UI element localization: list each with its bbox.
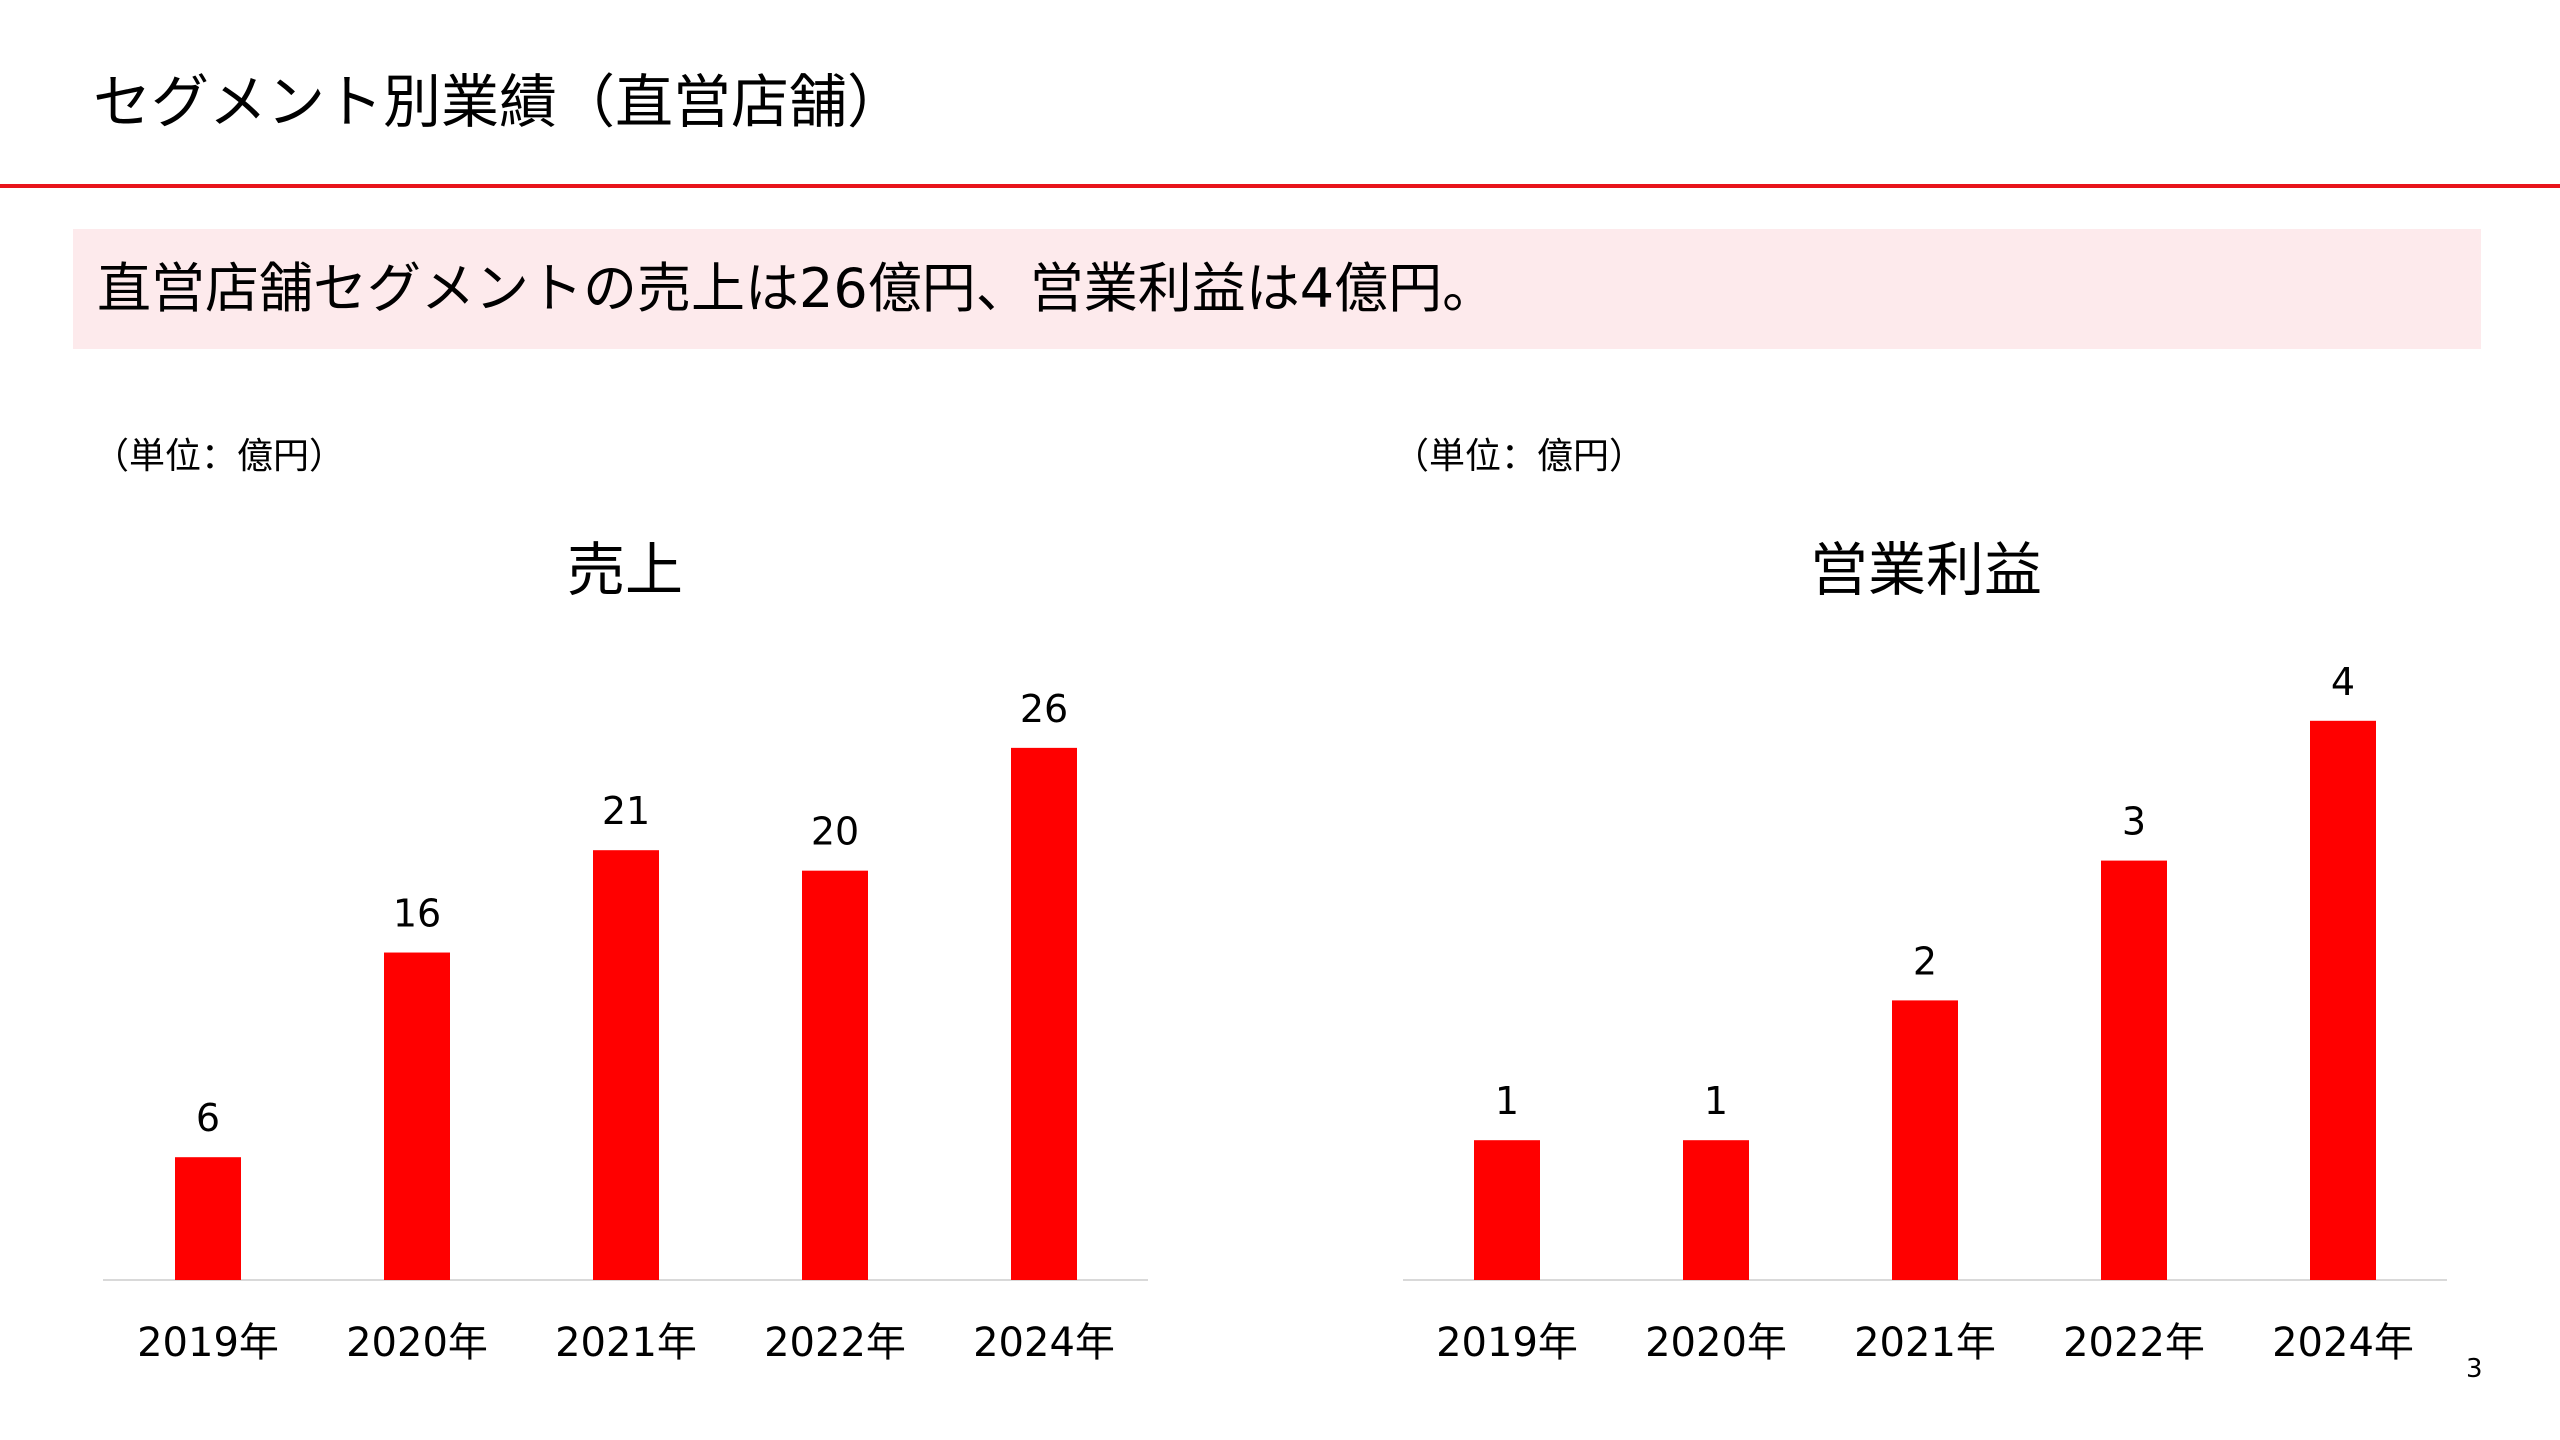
title-divider — [0, 184, 2560, 188]
profit-data-label-1: 1 — [1495, 1079, 1519, 1123]
profit-unit-label: （単位：億円） — [1393, 436, 1646, 477]
sales-chart-title: 売上 — [567, 536, 683, 604]
profit-bar-4 — [2101, 860, 2167, 1280]
sales-tick-label-4: 2022年 — [764, 1320, 906, 1366]
sales-data-label-3: 21 — [602, 789, 650, 833]
page-number: 3 — [2466, 1354, 2483, 1384]
profit-bar-1 — [1474, 1140, 1540, 1280]
sales-bar-5 — [1011, 747, 1077, 1280]
sales-tick-label-2: 2020年 — [346, 1320, 488, 1366]
sales-data-label-4: 20 — [811, 810, 859, 854]
profit-bar-3 — [1892, 1000, 1958, 1280]
sales-tick-label-3: 2021年 — [555, 1320, 697, 1366]
slide-title: セグメント別業績（直営店舗） — [93, 68, 906, 136]
sales-bar-1 — [175, 1157, 241, 1280]
sales-unit-label: （単位：億円） — [93, 436, 346, 477]
profit-tick-label-3: 2021年 — [1854, 1320, 1996, 1366]
profit-bar-5 — [2310, 720, 2376, 1280]
sales-data-label-1: 6 — [196, 1096, 220, 1140]
profit-tick-label-4: 2022年 — [2063, 1320, 2205, 1366]
sales-tick-label-5: 2024年 — [973, 1320, 1115, 1366]
sales-tick-label-1: 2019年 — [137, 1320, 279, 1366]
profit-tick-label-5: 2024年 — [2272, 1320, 2414, 1366]
profit-data-label-4: 3 — [2122, 800, 2146, 844]
sales-bar-3 — [593, 850, 659, 1280]
profit-data-label-2: 1 — [1704, 1079, 1728, 1123]
summary-box: 直営店舗セグメントの売上は26億円、営業利益は4億円。 — [73, 229, 2481, 349]
profit-bar-2 — [1683, 1140, 1749, 1280]
sales-data-label-5: 26 — [1020, 687, 1068, 731]
sales-bar-4 — [802, 870, 868, 1280]
sales-data-label-2: 16 — [393, 892, 441, 936]
profit-tick-label-1: 2019年 — [1436, 1320, 1578, 1366]
profit-tick-label-2: 2020年 — [1645, 1320, 1787, 1366]
profit-data-label-5: 4 — [2331, 660, 2355, 704]
profit-data-label-3: 2 — [1913, 939, 1937, 983]
sales-bar-2 — [384, 952, 450, 1280]
profit-chart-title: 営業利益 — [1810, 536, 2042, 604]
summary-text: 直営店舗セグメントの売上は26億円、営業利益は4億円。 — [97, 257, 1497, 320]
